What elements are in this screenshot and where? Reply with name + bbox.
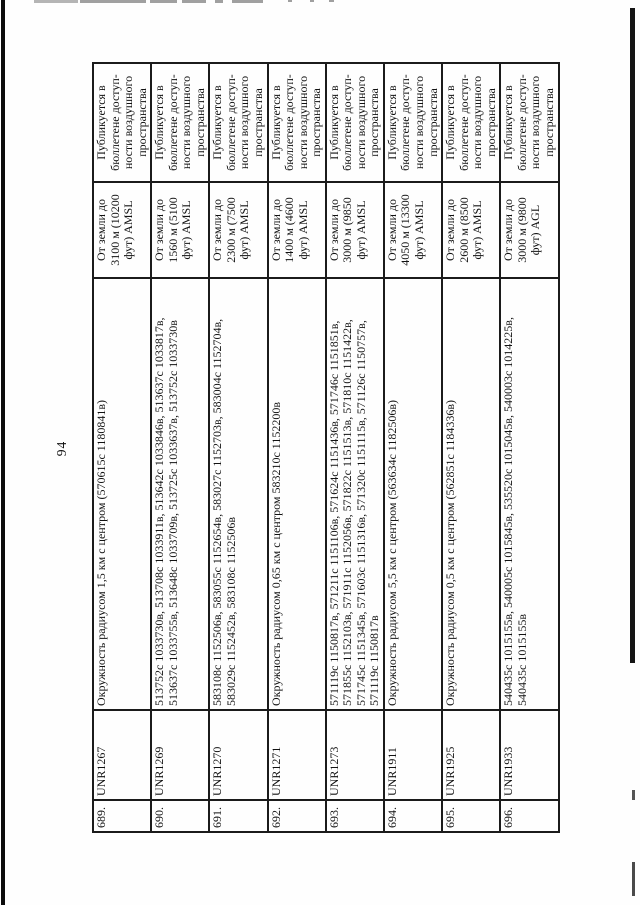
area-code-cell: UNR1933 <box>500 710 559 800</box>
area-boundary-cell: 513752с 1033730в, 513708с 1033911в, 5136… <box>151 278 210 710</box>
scan-edge-left-bar <box>1 0 5 905</box>
scan-edge-right-dash <box>632 790 635 800</box>
table-row: 693. UNR1273 571119с 1150817в, 571211с 1… <box>325 63 384 832</box>
publication-cell: Публикуется в бюллетене доступ-ности воз… <box>500 63 559 182</box>
scan-top-dash <box>34 0 78 3</box>
scan-top-dash <box>288 0 292 2</box>
row-number-cell: 691. <box>209 800 268 832</box>
altitude-cell: От земли до 3100 м (10200 фут) AMSL <box>93 182 152 278</box>
row-number-cell: 694. <box>383 800 443 832</box>
scan-top-dash <box>182 0 206 3</box>
altitude-cell: От земли до 3000 м (9850 фут) AMSL <box>325 182 384 278</box>
altitude-cell: От земли до 3000 м (9800 фут) AGL <box>500 182 559 278</box>
row-number-cell: 689. <box>93 800 152 832</box>
scan-top-dash <box>150 0 177 3</box>
publication-cell: Публикуется в бюллетене доступ-ности воз… <box>93 63 152 182</box>
altitude-cell: От земли до 1560 м (5100 фут) AMSL <box>151 182 210 278</box>
row-number-cell: 690. <box>151 800 210 832</box>
scan-edge-right-bar <box>630 8 635 663</box>
altitude-cell: От земли до 2600 м (8500 фут) AMSL <box>442 182 501 278</box>
area-boundary-cell: 540435с 1015155в, 540005с 1015845в, 5355… <box>500 278 559 710</box>
area-code-cell: UNR1267 <box>93 710 152 800</box>
page-number: 94 <box>54 440 69 457</box>
scan-top-dash <box>215 0 223 3</box>
scan-edge-right-dash <box>632 862 635 896</box>
area-code-cell: UNR1911 <box>383 710 443 800</box>
area-code-cell: UNR1273 <box>325 710 384 800</box>
publication-cell: Публикуется в бюллетене доступ-ности воз… <box>325 63 384 182</box>
table-row: 692. UNR1271 Окружность радиусом 0,65 км… <box>267 63 326 832</box>
row-number-cell: 696. <box>500 800 559 832</box>
area-code-cell: UNR1925 <box>442 710 501 800</box>
altitude-cell: От земли до 2300 м (7500 фут) AMSL <box>209 182 268 278</box>
altitude-cell: От земли до 4050 м (13300 фут) AMSL <box>383 182 443 278</box>
publication-cell: Публикуется в бюллетене доступ-ности воз… <box>209 63 268 182</box>
publication-cell: Публикуется в бюллетене доступ-ности воз… <box>267 63 326 182</box>
table-row: 690. UNR1269 513752с 1033730в, 513708с 1… <box>151 63 210 832</box>
area-boundary-cell: 571119с 1150817в, 571211с 1151106в, 5716… <box>325 278 384 710</box>
restricted-airspace-table: 689. UNR1267 Окружность радиусом 1,5 км … <box>92 62 560 833</box>
area-code-cell: UNR1271 <box>267 710 326 800</box>
scan-top-dash <box>310 0 314 2</box>
row-number-cell: 695. <box>442 800 501 832</box>
altitude-cell: От земли до 1400 м (4600 фут) AMSL <box>267 182 326 278</box>
scan-top-dash <box>80 0 146 3</box>
publication-cell: Публикуется в бюллетене доступ-ности воз… <box>383 63 443 182</box>
table-row: 695. UNR1925 Окружность радиусом 0,5 км … <box>442 63 501 832</box>
area-boundary-cell: Окружность радиусом 0,65 км с центром 58… <box>267 278 326 710</box>
table-row: 689. UNR1267 Окружность радиусом 1,5 км … <box>93 63 152 832</box>
scan-top-dash <box>232 0 263 3</box>
table-row: 696. UNR1933 540435с 1015155в, 540005с 1… <box>500 63 559 832</box>
scan-top-dash <box>329 0 334 2</box>
publication-cell: Публикуется в бюллетене доступ-ности воз… <box>442 63 501 182</box>
publication-cell: Публикуется в бюллетене доступ-ности воз… <box>151 63 210 182</box>
table-row: 694. UNR1911 Окружность радиусом 5,5 км … <box>383 63 443 832</box>
area-code-cell: UNR1270 <box>209 710 268 800</box>
area-boundary-cell: Окружность радиусом 0,5 км с центром (56… <box>442 278 501 710</box>
table-row: 691. UNR1270 583108с 1152506в, 583055с 1… <box>209 63 268 832</box>
area-boundary-cell: 583108с 1152506в, 583055с 1152654в, 5830… <box>209 278 268 710</box>
area-code-cell: UNR1269 <box>151 710 210 800</box>
area-boundary-cell: Окружность радиусом 5,5 км с центром (56… <box>383 278 443 710</box>
area-boundary-cell: Окружность радиусом 1,5 км с центром (57… <box>93 278 152 710</box>
row-number-cell: 692. <box>267 800 326 832</box>
row-number-cell: 693. <box>325 800 384 832</box>
